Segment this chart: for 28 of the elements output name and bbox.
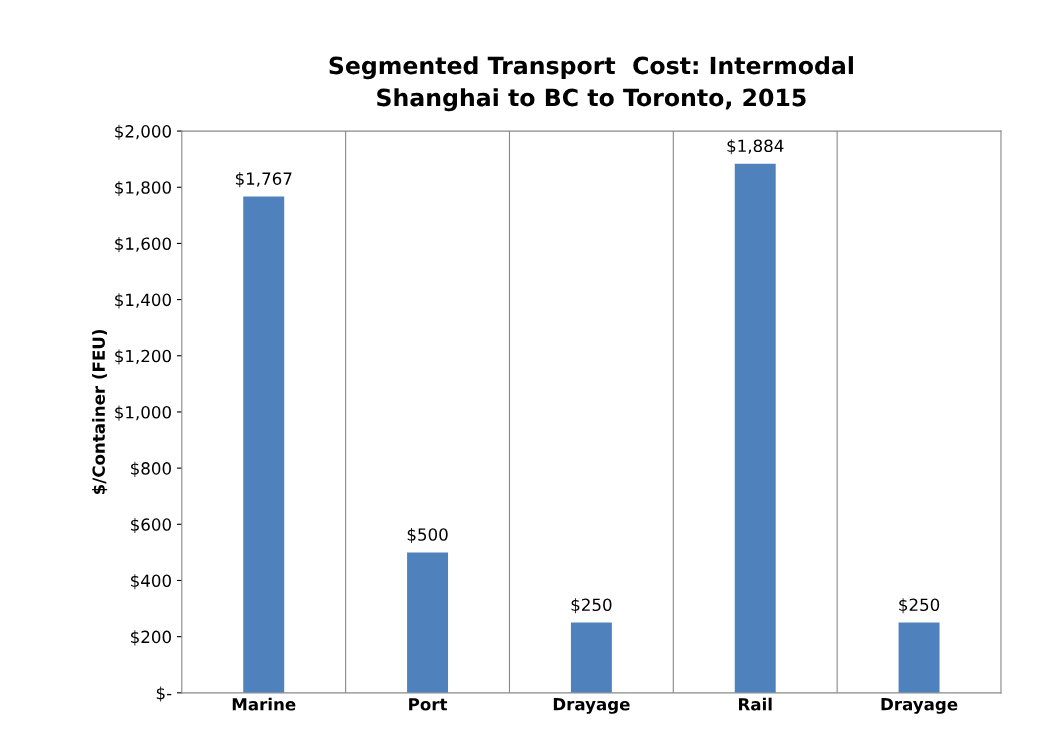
y-tick-label: $1,200 bbox=[115, 349, 171, 365]
y-tick-label: $1,800 bbox=[115, 180, 171, 197]
y-tick-label: $1,000 bbox=[115, 405, 171, 421]
bar bbox=[734, 163, 776, 693]
x-tick-label: Drayage bbox=[881, 698, 958, 714]
y-tick-label: $1,400 bbox=[115, 293, 171, 309]
y-axis-title: $/Container (FEU) bbox=[92, 329, 108, 495]
x-tick-label: Drayage bbox=[553, 698, 630, 714]
y-tick-label: $800 bbox=[131, 461, 171, 477]
y-tick-label: $200 bbox=[131, 630, 171, 646]
data-label: $250 bbox=[899, 598, 940, 614]
data-label: $1,767 bbox=[235, 172, 292, 188]
bar bbox=[898, 622, 940, 693]
bar bbox=[570, 622, 612, 693]
y-tick-label: $1,600 bbox=[115, 237, 171, 253]
y-tick-label: $2,000 bbox=[115, 124, 171, 140]
x-tick-label: Rail bbox=[739, 697, 772, 711]
chart-title: Segmented Transport Cost: Intermodal Shanghai to BC to Toronto, 2015 bbox=[329, 56, 853, 112]
data-label: $250 bbox=[571, 598, 612, 614]
bar bbox=[243, 196, 285, 693]
data-label: $500 bbox=[407, 527, 448, 544]
x-tick-label: Port bbox=[409, 698, 448, 711]
bar bbox=[407, 552, 449, 693]
x-tick-label: Marine bbox=[232, 697, 296, 711]
y-tick-label: $- bbox=[156, 686, 172, 702]
data-label: $1,884 bbox=[727, 139, 784, 155]
y-tick-label: $400 bbox=[131, 574, 171, 590]
y-tick-label: $600 bbox=[131, 517, 171, 534]
